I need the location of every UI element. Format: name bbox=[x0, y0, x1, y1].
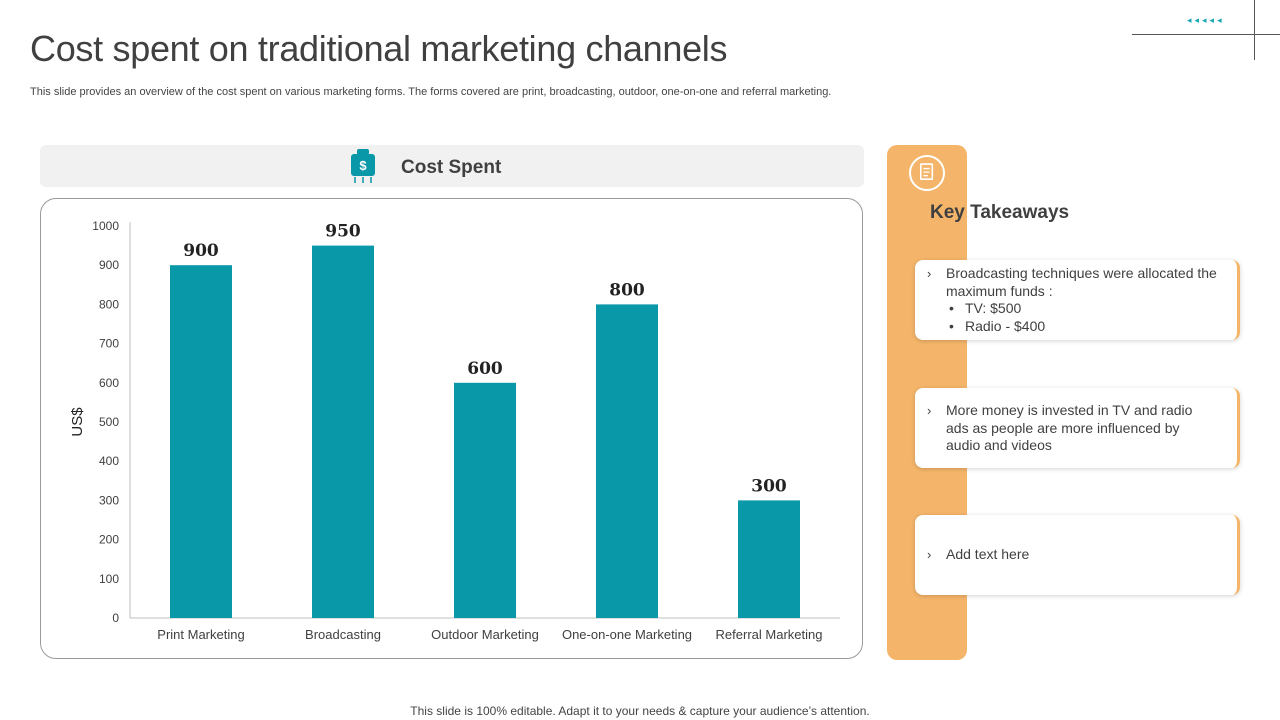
takeaway-card-2: › More money is invested in TV and radio… bbox=[915, 388, 1240, 468]
y-tick-label: 300 bbox=[99, 493, 119, 507]
takeaways-title: Key Takeaways bbox=[930, 202, 1070, 223]
data-label: 900 bbox=[183, 241, 219, 261]
chevron-right-icon: › bbox=[927, 403, 932, 418]
y-tick-label: 200 bbox=[99, 533, 119, 547]
data-label: 800 bbox=[609, 280, 645, 300]
bar bbox=[312, 245, 374, 618]
bullet-item: • Radio - $400 bbox=[949, 317, 1046, 334]
y-tick-label: 700 bbox=[99, 337, 119, 351]
y-tick-label: 500 bbox=[99, 415, 119, 429]
data-label: 300 bbox=[751, 476, 787, 496]
x-tick-label: Outdoor Marketing bbox=[431, 627, 539, 642]
bar bbox=[738, 500, 800, 618]
y-axis-label: US$ bbox=[69, 407, 86, 437]
chart-header: $ Cost Spent bbox=[40, 145, 864, 187]
y-tick-label: 100 bbox=[99, 572, 119, 586]
takeaway-text-1: Broadcasting techniques were allocated t… bbox=[946, 265, 1217, 299]
takeaway-text-3: Add text here bbox=[946, 546, 1030, 562]
y-tick-label: 400 bbox=[99, 454, 119, 468]
takeaway-text-2: More money is invested in TV and radio a… bbox=[946, 402, 1193, 453]
y-tick-label: 600 bbox=[99, 376, 119, 390]
takeaway-card-3: › Add text here bbox=[915, 515, 1240, 595]
y-tick-label: 900 bbox=[99, 258, 119, 272]
document-icon bbox=[909, 155, 945, 191]
bullet-item: • TV: $500 bbox=[949, 300, 1022, 316]
bar bbox=[170, 265, 232, 618]
takeaway-card-1: › Broadcasting techniques were allocated… bbox=[915, 260, 1240, 340]
bar bbox=[454, 382, 516, 618]
bar bbox=[596, 304, 658, 618]
x-tick-label: One-on-one Marketing bbox=[562, 627, 692, 642]
footer-note: This slide is 100% editable. Adapt it to… bbox=[410, 704, 870, 718]
svg-text:$: $ bbox=[359, 158, 367, 173]
chart-frame bbox=[40, 198, 863, 659]
corner-line-horizontal bbox=[1132, 34, 1280, 35]
bar-chart: 0 100 200 300 400 500 600 700 800 900 1000 US$ 900 Pr… bbox=[69, 219, 840, 642]
page-subtitle: This slide provides an overview of the c… bbox=[30, 86, 832, 98]
y-tick-label: 800 bbox=[99, 297, 119, 311]
corner-line-vertical bbox=[1254, 0, 1255, 60]
arrows-decoration-icon: ◂◂◂◂◂ bbox=[1187, 15, 1225, 25]
chevron-right-icon: › bbox=[927, 547, 932, 562]
y-tick-label: 1000 bbox=[92, 219, 119, 233]
takeaway-bullets: • TV: $500 • Radio - $400 bbox=[946, 300, 1217, 335]
chevron-right-icon: › bbox=[927, 266, 932, 281]
x-tick-label: Referral Marketing bbox=[716, 627, 823, 642]
page-title: Cost spent on traditional marketing chan… bbox=[30, 28, 728, 69]
x-tick-label: Broadcasting bbox=[305, 627, 381, 642]
chart-header-title: Cost Spent bbox=[401, 157, 502, 178]
y-tick-label: 0 bbox=[112, 611, 119, 625]
data-label: 600 bbox=[467, 359, 503, 379]
x-tick-label: Print Marketing bbox=[157, 627, 244, 642]
money-bag-icon: $ bbox=[351, 149, 375, 183]
data-label: 950 bbox=[325, 222, 361, 242]
